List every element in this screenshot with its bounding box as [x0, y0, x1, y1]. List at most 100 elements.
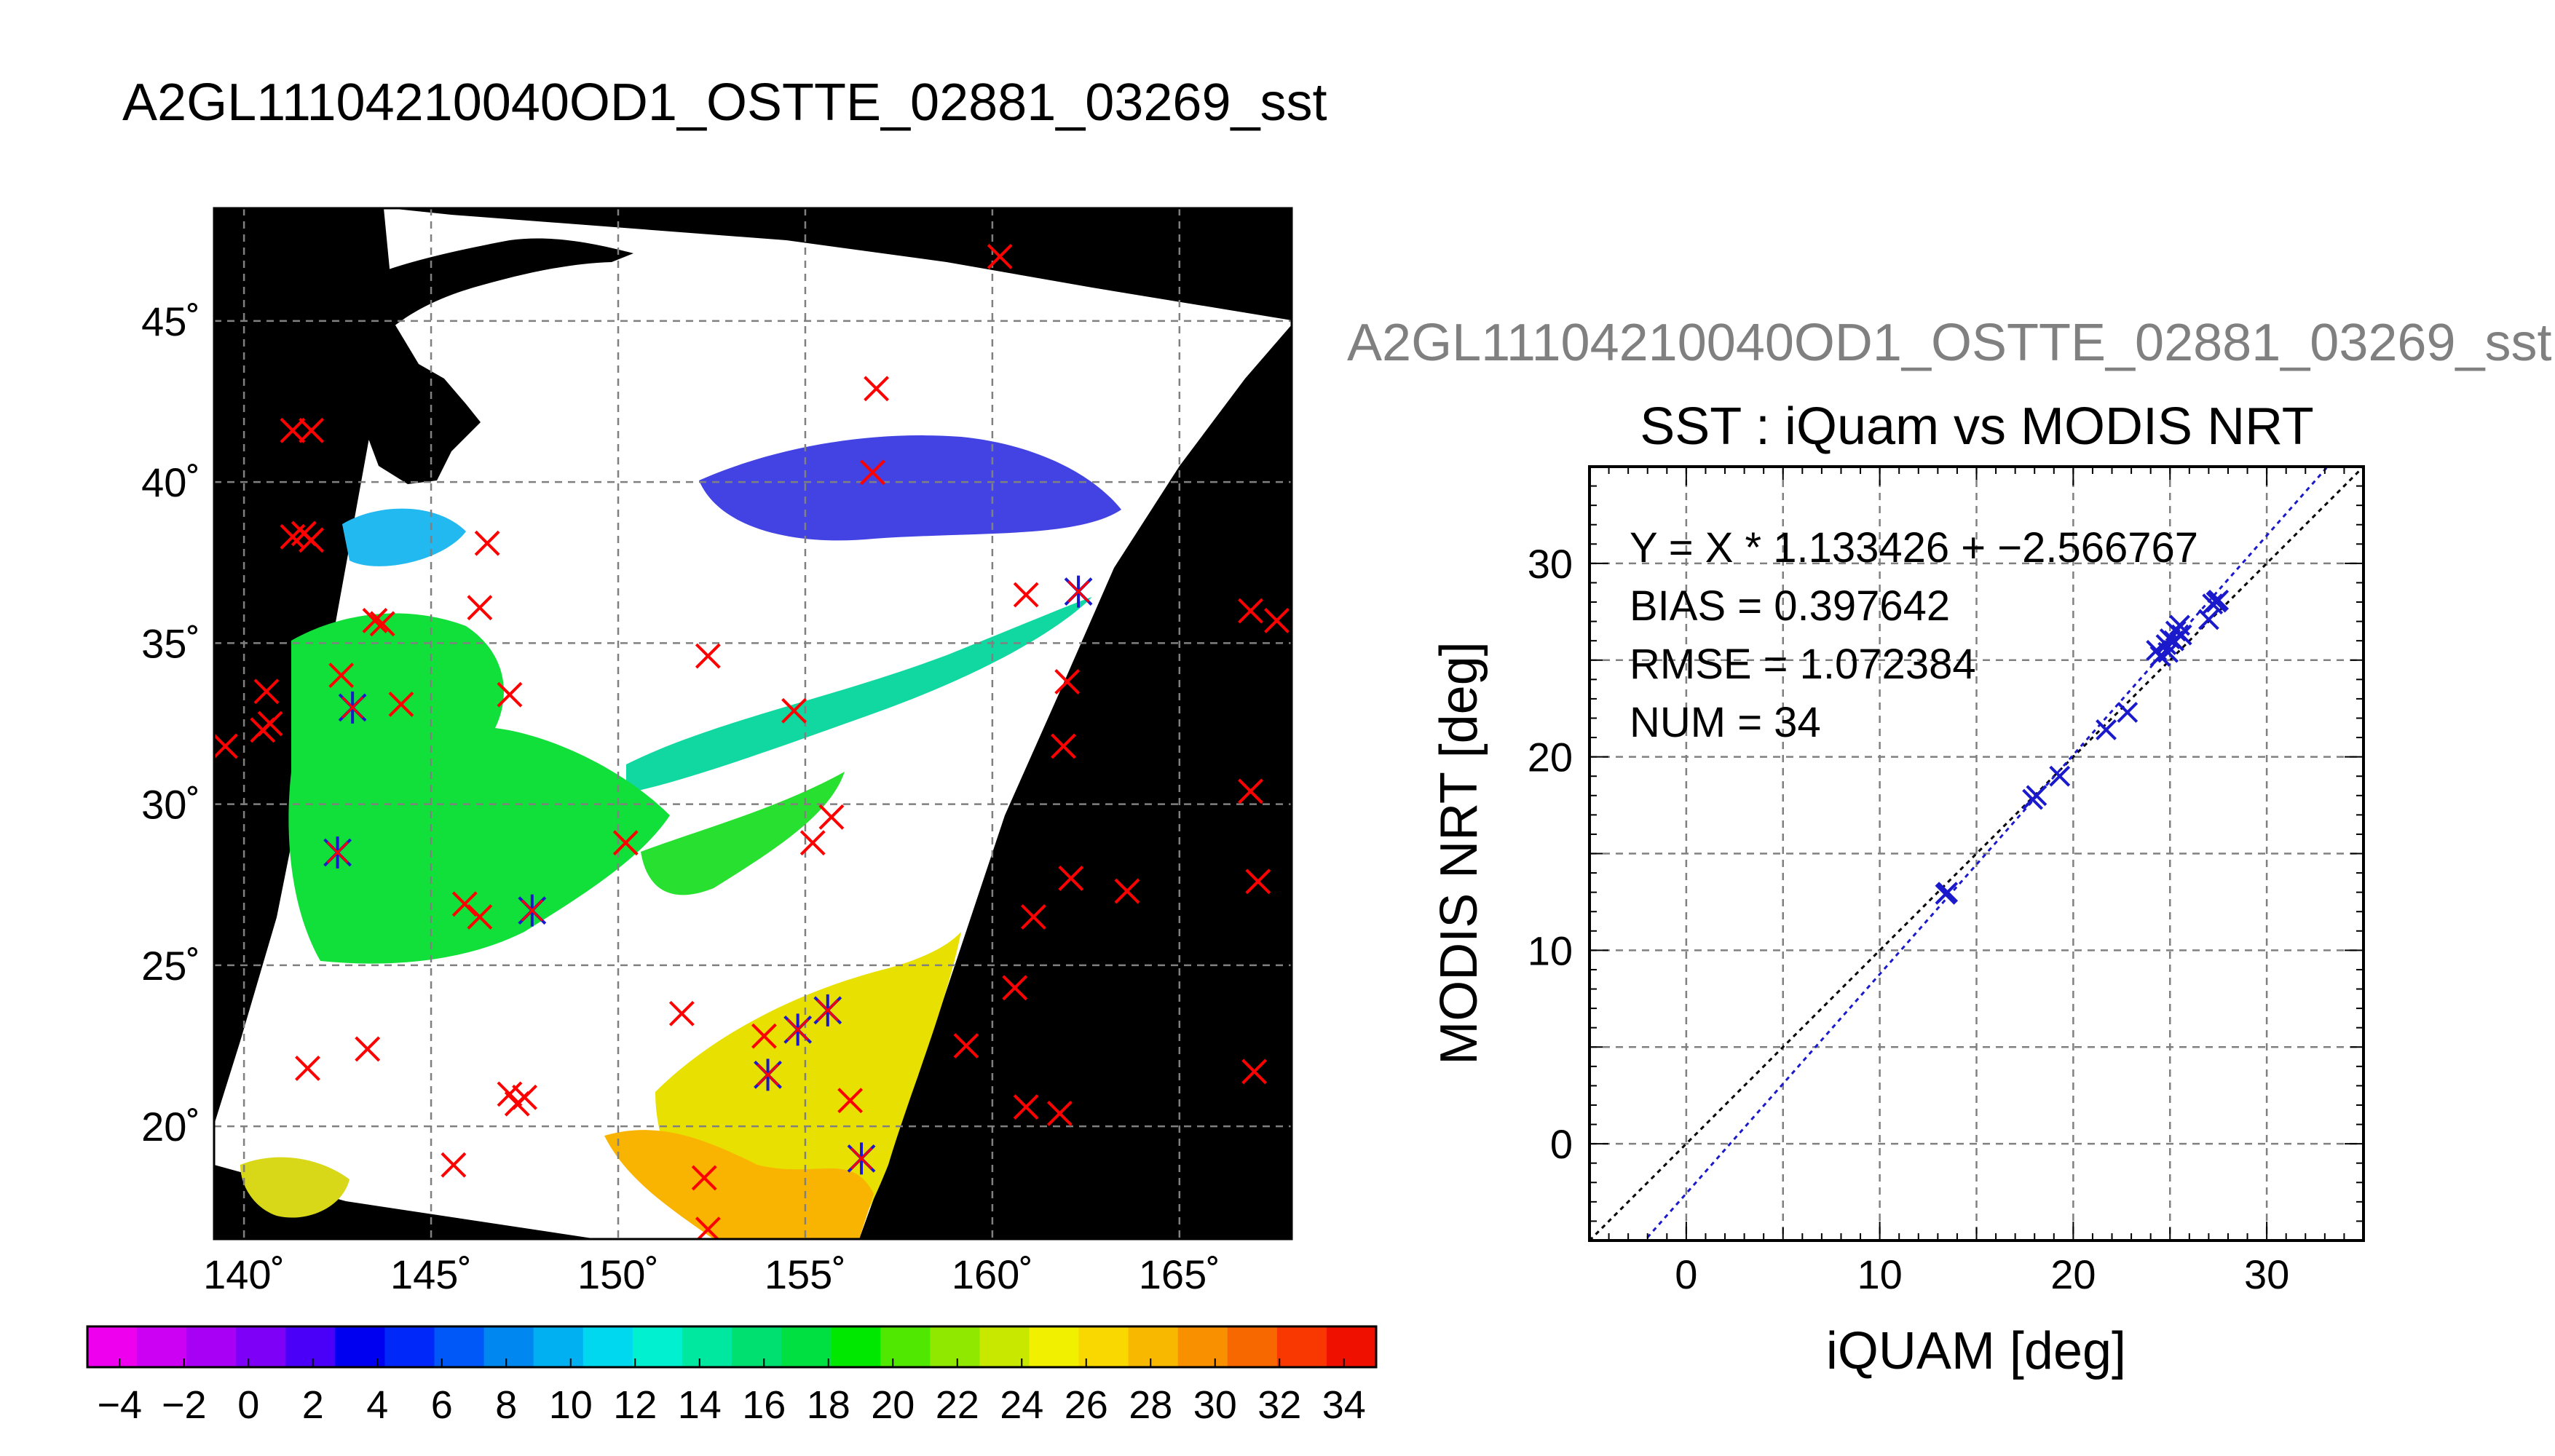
matchup-marker	[953, 1033, 979, 1059]
matchup-marker	[691, 1165, 717, 1191]
data-point	[2208, 589, 2230, 611]
colorbar-swatch	[1029, 1326, 1080, 1367]
annotation-rmse: RMSE = 1.072384	[1630, 641, 1976, 688]
colorbar-tick-label: 18	[807, 1383, 850, 1427]
colorbar-swatch	[682, 1326, 732, 1367]
longitude-tick-label: 145˚	[390, 1251, 472, 1297]
colorbar-tick-label: 32	[1257, 1383, 1301, 1427]
matchup-marker	[295, 1056, 320, 1081]
map-latitude-labels: 45˚ 40˚ 35˚ 30˚ 25˚ 20˚	[141, 298, 200, 1150]
matchup-marker	[1051, 733, 1076, 759]
valid-matchup-marker-overlay	[850, 1147, 873, 1170]
figure-title: A2GL11104210040OD1_OSTTE_02881_03269_sst	[122, 74, 1327, 132]
colorbar-swatch	[1078, 1326, 1129, 1367]
colorbar-swatch	[236, 1326, 286, 1367]
colorbar-swatch	[930, 1326, 980, 1367]
longitude-tick-label: 155˚	[765, 1251, 846, 1297]
scatter-y-label: MODIS NRT [deg]	[1430, 641, 1488, 1065]
matchup-marker	[328, 662, 355, 689]
colorbar-tick-label: 0	[237, 1383, 259, 1427]
y-tick-label: 30	[1528, 541, 1573, 587]
annotation-fit-equation: Y = X * 1.133426 + −2.566767	[1630, 524, 2198, 571]
valid-matchup-marker	[323, 836, 352, 869]
matchup-marker	[369, 611, 395, 637]
matchup-marker	[474, 530, 500, 556]
matchup-marker	[1046, 1101, 1073, 1126]
longitude-tick-label: 150˚	[577, 1251, 659, 1297]
matchup-marker	[987, 243, 1013, 269]
scatter-y-tick-labels: 0 10 20 30	[1528, 541, 1573, 1167]
matchup-marker	[1114, 878, 1140, 904]
annotation-bias: BIAS = 0.397642	[1630, 582, 1950, 630]
colorbar-swatch	[781, 1326, 832, 1367]
scatter-grid	[1590, 467, 2364, 1241]
coast-japan-honshu	[357, 306, 481, 484]
matchup-marker	[695, 1216, 721, 1239]
scatter-title: SST : iQuam vs MODIS NRT	[1640, 397, 2314, 456]
map-longitude-labels: 140˚ 145˚ 150˚ 155˚ 160˚ 165˚	[203, 1251, 1220, 1297]
matchup-marker	[1264, 607, 1290, 633]
matchup-marker	[299, 527, 325, 553]
stats-annotations: Y = X * 1.133426 + −2.566767 BIAS = 0.39…	[1630, 524, 2198, 746]
matchup-marker	[612, 830, 639, 856]
scatter-plot: SST : iQuam vs MODIS NRT 0 10 20 30 0 10 20 30…	[1430, 397, 2365, 1380]
matchup-marker	[1013, 582, 1039, 608]
data-point	[1937, 882, 1959, 903]
colorbar-swatch	[583, 1326, 633, 1367]
colorbar-tick-label: 16	[742, 1383, 786, 1427]
latitude-tick-label: 45˚	[141, 298, 200, 344]
colorbar-tick-label: 4	[366, 1383, 388, 1427]
colorbar-tick-label: 10	[549, 1383, 593, 1427]
colorbar-tick-label: −4	[97, 1383, 142, 1427]
colorbar-swatch	[632, 1326, 683, 1367]
valid-matchup-marker	[1064, 575, 1093, 608]
colorbar-tick-label: 14	[678, 1383, 722, 1427]
colorbar-swatch	[1326, 1326, 1377, 1367]
matchup-marker	[512, 1084, 537, 1110]
latitude-tick-label: 35˚	[141, 620, 200, 666]
sst-yellow-southwest-patch	[240, 1157, 350, 1218]
x-tick-label: 20	[2050, 1251, 2096, 1297]
matchup-marker	[864, 376, 889, 402]
data-point	[2117, 702, 2139, 723]
colorbar-tick-label: 22	[936, 1383, 979, 1427]
colorbar-swatch	[186, 1326, 237, 1367]
colorbar-tick-label: −2	[162, 1383, 207, 1427]
valid-matchup-marker	[847, 1142, 876, 1175]
latitude-tick-label: 40˚	[141, 459, 200, 505]
x-tick-label: 10	[1857, 1251, 1902, 1297]
valid-matchup-marker-overlay	[341, 696, 364, 719]
x-tick-label: 30	[2244, 1251, 2289, 1297]
matchup-marker	[388, 692, 414, 717]
sst-kuroshio-band	[626, 597, 1092, 794]
map-graticule	[214, 208, 1292, 1239]
annotation-num: NUM = 34	[1630, 699, 1821, 746]
data-point	[2171, 624, 2192, 646]
valid-matchup-marker	[518, 894, 547, 927]
matchup-marker	[467, 904, 493, 930]
data-point	[2096, 719, 2117, 740]
matchup-marker	[668, 1000, 695, 1026]
sst-orange-southern-region	[604, 1130, 874, 1239]
colorbar-tick-label: 8	[495, 1383, 517, 1427]
valid-matchup-marker-overlay	[786, 1018, 809, 1041]
matchup-marker	[1245, 869, 1271, 895]
colorbar-swatch	[384, 1326, 435, 1367]
y-tick-label: 0	[1550, 1121, 1573, 1167]
colorbar-swatch	[1177, 1326, 1228, 1367]
coast-hokkaido	[379, 238, 633, 335]
valid-matchup-marker-overlay	[816, 999, 839, 1021]
colorbar-swatch	[732, 1326, 782, 1367]
matchup-marker	[837, 1088, 864, 1114]
longitude-tick-label: 140˚	[203, 1251, 285, 1297]
matchup-markers	[214, 243, 1290, 1239]
matchup-marker	[751, 1023, 777, 1049]
matchup-marker	[1238, 598, 1263, 624]
sst-green-western-region	[288, 613, 670, 964]
valid-matchup-marker-overlay	[1067, 580, 1090, 603]
colorbar-tick-label: 28	[1129, 1383, 1172, 1427]
colorbar-tick-label: 24	[1000, 1383, 1043, 1427]
regression-line	[1643, 467, 2329, 1241]
latitude-tick-label: 25˚	[141, 943, 200, 989]
matchup-marker	[467, 595, 493, 621]
